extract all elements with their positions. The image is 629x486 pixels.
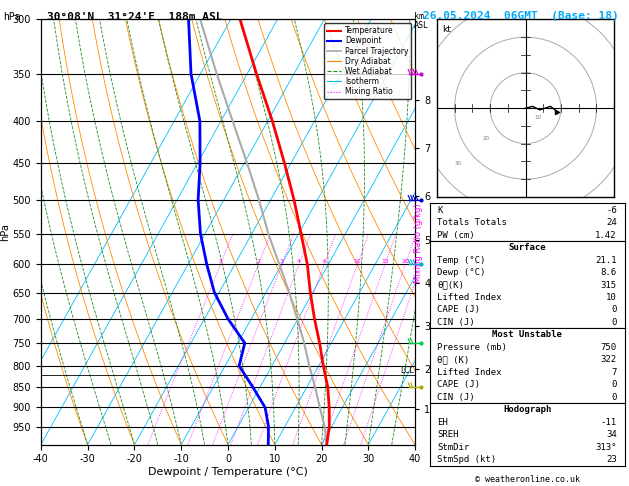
Text: LCL: LCL (400, 366, 414, 376)
Text: 30: 30 (455, 161, 462, 166)
Text: 6: 6 (322, 259, 326, 264)
Text: 20: 20 (401, 259, 409, 264)
Text: 0: 0 (611, 306, 617, 314)
Text: 10: 10 (606, 293, 617, 302)
Text: Temp (°C): Temp (°C) (437, 256, 486, 264)
Text: SREH: SREH (437, 431, 459, 439)
X-axis label: Dewpoint / Temperature (°C): Dewpoint / Temperature (°C) (148, 467, 308, 477)
Text: 315: 315 (601, 280, 617, 290)
Text: 15: 15 (381, 259, 389, 264)
Text: StmDir: StmDir (437, 443, 470, 452)
Y-axis label: hPa: hPa (0, 223, 10, 241)
Text: 10: 10 (535, 115, 542, 120)
Text: CAPE (J): CAPE (J) (437, 306, 481, 314)
Text: 21.1: 21.1 (595, 256, 617, 264)
Text: 3: 3 (280, 259, 284, 264)
Text: EH: EH (437, 418, 448, 427)
Text: K: K (437, 206, 443, 214)
Text: 322: 322 (601, 355, 617, 364)
Text: Lifted Index: Lifted Index (437, 368, 502, 377)
Text: km
ASL: km ASL (414, 12, 429, 30)
Text: StmSpd (kt): StmSpd (kt) (437, 455, 496, 465)
Text: kt: kt (442, 25, 451, 34)
Text: CAPE (J): CAPE (J) (437, 381, 481, 389)
Text: Pressure (mb): Pressure (mb) (437, 343, 507, 352)
Text: hPa: hPa (3, 12, 21, 22)
Text: -6: -6 (606, 206, 617, 214)
Text: Dewp (°C): Dewp (°C) (437, 268, 486, 277)
Text: 30°08'N  31°24'E  188m ASL: 30°08'N 31°24'E 188m ASL (47, 12, 223, 22)
Text: 0: 0 (611, 381, 617, 389)
Text: Lifted Index: Lifted Index (437, 293, 502, 302)
Text: CIN (J): CIN (J) (437, 318, 475, 327)
Text: 8.6: 8.6 (601, 268, 617, 277)
Text: 2: 2 (257, 259, 260, 264)
Text: 26.05.2024  06GMT  (Base: 18): 26.05.2024 06GMT (Base: 18) (423, 11, 618, 21)
Text: 10: 10 (353, 259, 362, 264)
Legend: Temperature, Dewpoint, Parcel Trajectory, Dry Adiabat, Wet Adiabat, Isotherm, Mi: Temperature, Dewpoint, Parcel Trajectory… (324, 23, 411, 99)
Text: 0: 0 (611, 393, 617, 402)
Text: 1: 1 (219, 259, 223, 264)
Text: Surface: Surface (508, 243, 546, 252)
Text: 0: 0 (611, 318, 617, 327)
Text: © weatheronline.co.uk: © weatheronline.co.uk (475, 474, 579, 484)
Text: Hodograph: Hodograph (503, 405, 551, 415)
Text: CIN (J): CIN (J) (437, 393, 475, 402)
Text: 7: 7 (611, 368, 617, 377)
Text: 24: 24 (606, 218, 617, 227)
Text: 20: 20 (483, 136, 490, 141)
Text: -11: -11 (601, 418, 617, 427)
Text: Totals Totals: Totals Totals (437, 218, 507, 227)
Text: PW (cm): PW (cm) (437, 230, 475, 240)
Text: θᴇ(K): θᴇ(K) (437, 280, 464, 290)
Text: 23: 23 (606, 455, 617, 465)
Text: θᴇ (K): θᴇ (K) (437, 355, 470, 364)
Text: 750: 750 (601, 343, 617, 352)
Text: Most Unstable: Most Unstable (492, 330, 562, 340)
Text: 4: 4 (297, 259, 301, 264)
Text: 313°: 313° (595, 443, 617, 452)
Text: Mixing Ratio (g/kg): Mixing Ratio (g/kg) (414, 203, 423, 283)
Text: 1.42: 1.42 (595, 230, 617, 240)
Text: 34: 34 (606, 431, 617, 439)
